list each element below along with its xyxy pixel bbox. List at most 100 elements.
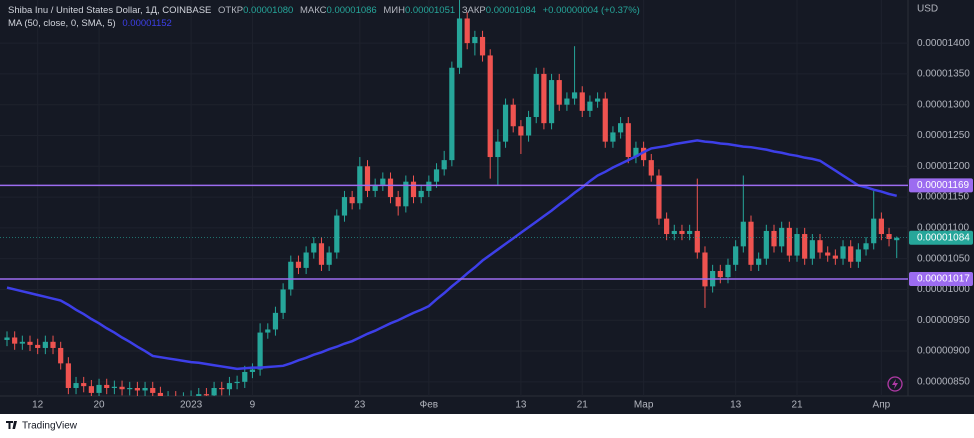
candle-body <box>326 252 332 265</box>
candle-body <box>502 104 509 142</box>
candle-body <box>525 117 532 136</box>
candle-body <box>602 98 608 142</box>
candle-body <box>694 230 700 253</box>
x-tick-label: 21 <box>791 400 803 411</box>
candle-body <box>610 132 616 142</box>
ohlc-label: МИН <box>383 5 405 16</box>
y-tick-label: 0.00001300 <box>917 99 970 110</box>
candle-body <box>571 92 578 99</box>
candle-body <box>848 246 854 262</box>
candle-body <box>426 181 432 191</box>
candle-body <box>618 123 624 133</box>
candle-body <box>748 221 754 265</box>
candle-body <box>211 387 217 396</box>
candle-body <box>81 383 87 387</box>
price-level-tag <box>909 271 973 286</box>
candle-body <box>65 363 71 388</box>
ohlc-label: ЗАКР <box>462 5 486 16</box>
candle-body <box>410 181 417 198</box>
candle-body <box>364 166 371 191</box>
ohlc-value: 0.00001086 <box>327 5 377 16</box>
candle-body <box>127 387 133 390</box>
axes: 0.00000850 0.00000900 0.00000950 0.00001000… <box>32 38 973 411</box>
candle-body <box>641 147 647 161</box>
candle-body <box>58 347 64 364</box>
ohlc-value: 0.00001084 <box>486 5 536 16</box>
candle-body <box>12 337 18 344</box>
candle-body <box>487 55 493 158</box>
candle-body <box>265 329 271 333</box>
x-tick-label: 20 <box>93 400 105 411</box>
candle-body <box>679 230 685 235</box>
candle-body <box>717 270 723 278</box>
candle-body <box>341 197 348 216</box>
footer-bar <box>0 414 974 438</box>
candle-body <box>495 141 501 158</box>
candle-body <box>479 36 486 56</box>
y-tick-label: 0.00001200 <box>917 161 970 172</box>
candle-body <box>802 234 808 259</box>
candle-body <box>257 332 263 370</box>
candle-body <box>832 255 838 259</box>
candle-body <box>510 104 516 127</box>
candle-body <box>433 169 440 182</box>
candle-body <box>464 18 470 44</box>
candle-body <box>756 258 762 265</box>
candle-body <box>242 371 248 382</box>
candle-body <box>73 383 79 388</box>
candle-body <box>272 312 279 330</box>
x-tick-label: 9 <box>250 400 256 411</box>
ma-name: MA (50, close, 0, SMA, 5) <box>8 18 116 29</box>
candle-body <box>35 344 41 348</box>
candle-body <box>541 73 547 124</box>
x-tick-label: Фев <box>420 400 438 411</box>
y-tick-label: 0.00000850 <box>917 376 970 387</box>
lightning-icon <box>887 376 903 392</box>
brand-name[interactable]: TradingView <box>22 421 78 432</box>
candle-body <box>648 160 654 176</box>
candle-body <box>203 394 210 396</box>
candle-body <box>303 252 309 268</box>
candle-body <box>88 386 94 393</box>
candle-body <box>794 234 800 256</box>
candle-body <box>50 341 56 348</box>
x-tick-label: 12 <box>32 400 44 411</box>
candle-body <box>671 230 677 235</box>
candle-body <box>395 197 401 207</box>
candle-body <box>334 215 340 253</box>
candle-body <box>564 98 570 105</box>
candle-body <box>449 67 455 161</box>
candle-body <box>556 80 562 105</box>
candle-body <box>150 387 156 393</box>
candle-body <box>779 227 785 247</box>
candle-body <box>441 160 447 170</box>
candle-body <box>825 252 831 256</box>
candle-body <box>702 252 708 287</box>
candle-body <box>740 221 746 247</box>
last-price-label: 0.00001084 <box>917 232 970 243</box>
ohlc-label: МАКС <box>300 5 327 16</box>
candle-body <box>196 394 202 396</box>
candle-body <box>763 230 769 259</box>
candle-body <box>119 386 125 390</box>
candle-body <box>142 387 148 391</box>
price-level-tag <box>909 178 973 193</box>
x-tick-label: 13 <box>730 400 742 411</box>
ohlc-label: ОТКР <box>218 5 243 16</box>
chart-background <box>0 0 974 414</box>
candle-body <box>380 178 386 185</box>
candle-body <box>295 261 302 268</box>
candle-body <box>472 36 478 44</box>
candle-body <box>725 264 731 278</box>
candle-body <box>863 243 869 250</box>
candle-body <box>894 237 900 241</box>
y-tick-label: 0.00001150 <box>917 192 970 203</box>
candle-body <box>809 240 815 259</box>
candle-body <box>656 175 662 219</box>
candle-body <box>288 261 294 290</box>
candle-body <box>633 147 639 158</box>
candle-body <box>42 341 48 348</box>
x-tick-label: 23 <box>354 400 366 411</box>
candle-body <box>533 73 539 118</box>
candle-body <box>878 218 884 235</box>
